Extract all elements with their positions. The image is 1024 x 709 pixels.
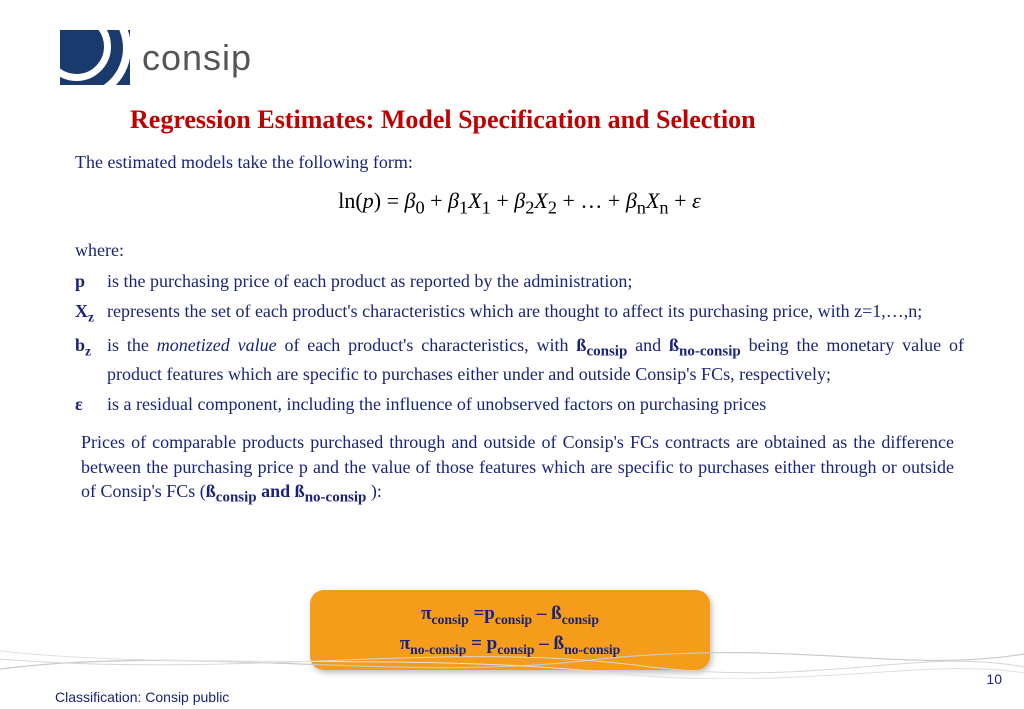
prices-paragraph: Prices of comparable products purchased …: [81, 430, 964, 507]
formula-box: πconsip =pconsip – ßconsip πno-consip = …: [310, 590, 710, 670]
classification-label: Classification: Consip public: [55, 689, 229, 705]
intro-text: The estimated models take the following …: [75, 150, 964, 174]
where-label: where:: [75, 238, 964, 262]
formula-line-2: πno-consip = pconsip – ßno-consip: [400, 630, 621, 660]
def-p-symbol: p: [75, 269, 105, 293]
def-p-body: is the purchasing price of each product …: [105, 269, 964, 293]
def-eps: ε is a residual component, including the…: [75, 392, 964, 416]
def-bz-symbol: bz: [75, 333, 105, 386]
equation: ln(p) = β0 + β1X1 + β2X2 + … + βnXn + ε: [75, 186, 964, 220]
logo-text: consip: [142, 37, 252, 79]
def-bz-body: is the monetized value of each product's…: [105, 333, 964, 386]
def-xz: Xz represents the set of each product's …: [75, 299, 964, 327]
def-bz: bz is the monetized value of each produc…: [75, 333, 964, 386]
logo-mark: [60, 30, 130, 85]
page-number: 10: [986, 671, 1002, 687]
def-eps-symbol: ε: [75, 392, 105, 416]
def-p: p is the purchasing price of each produc…: [75, 269, 964, 293]
def-xz-symbol: Xz: [75, 299, 105, 327]
page-title: Regression Estimates: Model Specificatio…: [130, 105, 756, 135]
def-xz-body: represents the set of each product's cha…: [105, 299, 964, 327]
formula-line-1: πconsip =pconsip – ßconsip: [421, 600, 599, 630]
content-area: The estimated models take the following …: [75, 150, 964, 508]
def-eps-body: is a residual component, including the i…: [105, 392, 964, 416]
logo: consip: [60, 30, 252, 85]
